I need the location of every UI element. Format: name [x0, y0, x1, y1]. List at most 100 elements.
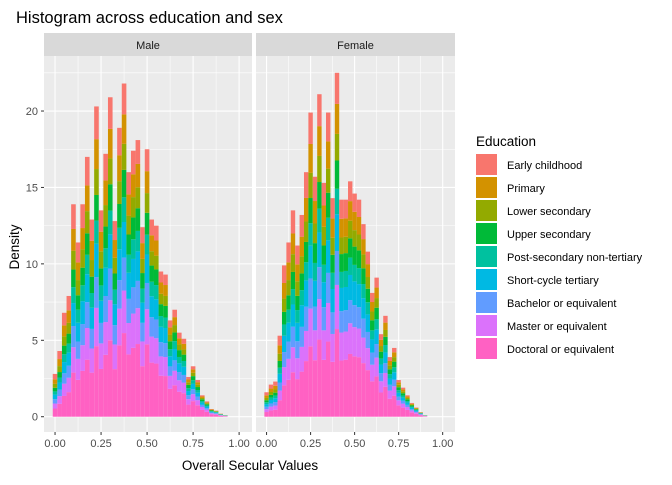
- histogram-bar-segment: [414, 408, 418, 409]
- histogram-bar-segment: [182, 383, 187, 394]
- histogram-bar-segment: [286, 280, 290, 295]
- histogram-bar-segment: [131, 197, 136, 217]
- histogram-bar-segment: [374, 344, 378, 358]
- histogram-bar-segment: [348, 323, 352, 354]
- histogram-bar-segment: [410, 405, 414, 406]
- histogram-bar-segment: [352, 305, 356, 327]
- histogram-bar-segment: [163, 376, 168, 417]
- histogram-bar-segment: [57, 372, 62, 377]
- histogram-bar-segment: [205, 408, 210, 409]
- histogram-bar-segment: [67, 323, 72, 334]
- histogram-bar-segment: [159, 327, 164, 342]
- histogram-bar-segment: [149, 363, 154, 417]
- histogram-bar-segment: [361, 268, 365, 284]
- histogram-bar-segment: [330, 218, 334, 237]
- histogram-bar-segment: [67, 378, 72, 392]
- histogram-bar-segment: [108, 269, 113, 301]
- histogram-bar-segment: [313, 307, 317, 331]
- histogram-bar-segment: [94, 106, 99, 139]
- histogram-bar-segment: [300, 290, 304, 305]
- histogram-bar-segment: [357, 268, 361, 284]
- histogram-bar-segment: [182, 361, 187, 367]
- histogram-bar-segment: [67, 353, 72, 366]
- histogram-bar-segment: [278, 400, 282, 416]
- histogram-bar-segment: [300, 347, 304, 372]
- histogram-bar-segment: [57, 382, 62, 389]
- histogram-bar-segment: [295, 246, 299, 265]
- histogram-bar-segment: [94, 277, 99, 308]
- histogram-bar-segment: [163, 285, 168, 296]
- histogram-bar-segment: [291, 347, 295, 372]
- histogram-bar-segment: [80, 285, 85, 301]
- histogram-bar-segment: [214, 415, 219, 417]
- histogram-bar-segment: [177, 333, 182, 339]
- histogram-bar-segment: [149, 296, 154, 317]
- x-tick-label: 0.25: [300, 438, 321, 450]
- histogram-bar-segment: [322, 206, 326, 227]
- x-tick-label: 1.00: [228, 438, 249, 450]
- histogram-bar-segment: [145, 254, 150, 283]
- histogram-bar-segment: [145, 213, 150, 235]
- histogram-bar-segment: [140, 289, 145, 303]
- histogram-bar-segment: [304, 242, 308, 262]
- histogram-bar-segment: [94, 221, 99, 244]
- histogram-bar-segment: [300, 372, 304, 417]
- histogram-bar-segment: [76, 342, 81, 359]
- histogram-bar-segment: [172, 341, 177, 349]
- x-tick-label: 0.25: [90, 438, 111, 450]
- histogram-bar-segment: [405, 397, 409, 398]
- histogram-bar-segment: [269, 385, 273, 389]
- histogram-bar-segment: [322, 246, 326, 265]
- histogram-bar-segment: [348, 181, 352, 201]
- histogram-bar-segment: [308, 113, 312, 144]
- histogram-bar-segment: [103, 268, 108, 296]
- histogram-bar-segment: [195, 405, 200, 416]
- histogram-bar-segment: [300, 237, 304, 257]
- histogram-bar-segment: [205, 412, 210, 417]
- histogram-bar-segment: [62, 313, 67, 326]
- histogram-bar-segment: [278, 336, 282, 346]
- facet-strip-label: Female: [337, 40, 374, 52]
- histogram-bar-segment: [113, 290, 118, 305]
- histogram-bar-segment: [99, 232, 104, 252]
- histogram-bar-segment: [172, 317, 177, 325]
- histogram-bar-segment: [140, 323, 145, 342]
- histogram-bar-segment: [357, 235, 361, 251]
- histogram-bar-segment: [126, 216, 131, 235]
- histogram-bar-segment: [182, 344, 187, 350]
- histogram-bar-segment: [136, 344, 141, 417]
- histogram-bar-segment: [108, 129, 113, 159]
- histogram-bar-segment: [405, 410, 409, 417]
- histogram-bar-segment: [366, 264, 370, 277]
- histogram-bar-segment: [182, 339, 187, 344]
- histogram-bar-segment: [126, 172, 131, 194]
- histogram-bar-segment: [177, 372, 182, 380]
- histogram-bar-segment: [131, 151, 136, 174]
- histogram-bar-segment: [352, 327, 356, 356]
- histogram-bar-segment: [273, 402, 277, 406]
- histogram-bar-segment: [273, 393, 277, 396]
- histogram-bar-segment: [117, 155, 122, 181]
- histogram-bar-segment: [205, 405, 210, 406]
- histogram-bar-segment: [172, 360, 177, 370]
- histogram-bar-segment: [317, 126, 321, 156]
- histogram-bar-segment: [154, 285, 159, 299]
- histogram-bar-segment: [117, 181, 122, 204]
- histogram-bar-segment: [90, 348, 95, 372]
- histogram-bar-segment: [308, 223, 312, 246]
- chart-title: Histogram across education and sex: [16, 9, 284, 27]
- histogram-bar-segment: [122, 84, 127, 115]
- histogram-bar-segment: [122, 114, 127, 143]
- histogram-bar-segment: [113, 240, 118, 258]
- histogram-bar-segment: [177, 380, 182, 391]
- histogram-bar-segment: [304, 280, 308, 306]
- histogram-bar-segment: [67, 366, 72, 378]
- histogram-bar-segment: [90, 373, 95, 417]
- histogram-bar-segment: [361, 239, 365, 254]
- histogram-bar-segment: [71, 204, 76, 229]
- histogram-bar-segment: [140, 227, 145, 243]
- histogram-bar-segment: [163, 306, 168, 318]
- histogram-bar-segment: [383, 337, 387, 345]
- histogram-bar-segment: [392, 367, 396, 372]
- histogram-bar-segment: [269, 400, 273, 403]
